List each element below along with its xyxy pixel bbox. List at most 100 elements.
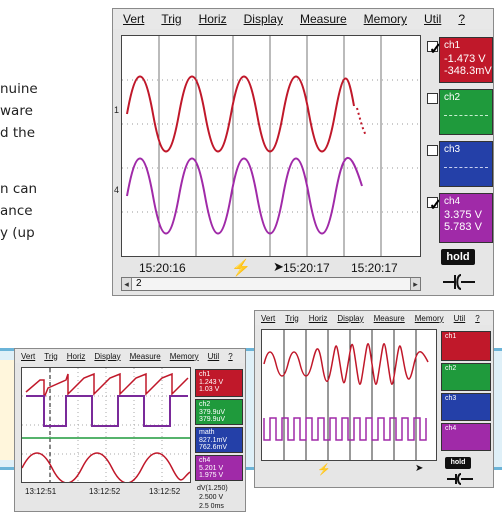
left-math-value-1: 827.1mV bbox=[199, 437, 228, 444]
scroll-right-arrow[interactable]: ▸ bbox=[410, 278, 420, 290]
menu-help[interactable]: ? bbox=[458, 12, 466, 26]
scroll-left-arrow[interactable]: ◂ bbox=[122, 278, 132, 290]
right-hold-button[interactable]: hold bbox=[445, 457, 471, 469]
paragraph-line: d the bbox=[0, 125, 36, 141]
time-scrollbar[interactable]: ◂ 2 ▸ bbox=[121, 277, 421, 291]
menu-util[interactable]: Util bbox=[424, 12, 442, 26]
paragraph-2: n can ance y (up bbox=[0, 178, 37, 244]
left-ch2-panel[interactable]: ch2 379.9uV 379.9uV bbox=[195, 399, 243, 425]
menu-measure[interactable]: Measure bbox=[299, 12, 347, 26]
left-ch4-trace bbox=[26, 395, 188, 427]
left-menu-horiz[interactable]: Horiz bbox=[66, 351, 86, 361]
hold-button[interactable]: hold bbox=[441, 249, 475, 265]
paragraph-line: nuine bbox=[0, 81, 38, 97]
right-ch3-panel[interactable]: ch3 bbox=[441, 393, 491, 421]
ch4-value-2: 5.783 V bbox=[444, 221, 482, 233]
left-math-panel[interactable]: math 827.1mV 762.6mV bbox=[195, 427, 243, 453]
main-waveform-plot[interactable] bbox=[121, 35, 421, 257]
left-bottom-value-1: dV(1.250) bbox=[197, 485, 228, 492]
right-menu-trig[interactable]: Trig bbox=[285, 313, 299, 323]
left-bottom-value-3: 2.5 0ms bbox=[199, 503, 224, 510]
left-ch1-value-1: 1.243 V bbox=[199, 379, 224, 386]
left-menu-measure[interactable]: Measure bbox=[129, 351, 161, 361]
left-timestamp-1: 13:12:51 bbox=[25, 487, 57, 496]
left-ch4-label: ch4 bbox=[199, 457, 211, 464]
main-oscilloscope-window: Vert Trig Horiz Display Measure Memory U… bbox=[112, 8, 494, 296]
ch1-trace bbox=[126, 75, 355, 153]
left-menubar: Vert Trig Horiz Display Measure Memory U… bbox=[15, 349, 245, 363]
left-waveform-svg bbox=[22, 368, 190, 482]
left-menu-memory[interactable]: Memory bbox=[169, 351, 199, 361]
ch1-level-marker: 1 bbox=[114, 105, 120, 115]
left-ch2-label: ch2 bbox=[199, 401, 211, 408]
right-ch3-label: ch3 bbox=[445, 395, 457, 402]
ch1-checkbox[interactable] bbox=[427, 39, 442, 59]
left-menu-util[interactable]: Util bbox=[207, 351, 220, 361]
ch3-panel[interactable]: ch3 bbox=[439, 141, 493, 187]
ch1-panel[interactable]: ch1 -1.473 V -348.3mV bbox=[439, 37, 493, 83]
ch4-value-1: 3.375 V bbox=[444, 209, 482, 221]
left-timestamp-3: 13:12:52 bbox=[149, 487, 181, 496]
left-ch1-panel[interactable]: ch1 1.243 V 1.03 V bbox=[195, 369, 243, 397]
main-menubar: Vert Trig Horiz Display Measure Memory U… bbox=[113, 9, 493, 29]
left-ch4-value-2: 1.975 V bbox=[199, 472, 224, 479]
left-timestamp-2: 13:12:52 bbox=[89, 487, 121, 496]
grid-dots bbox=[122, 79, 420, 213]
right-menubar: Vert Trig Horiz Display Measure Memory U… bbox=[255, 311, 493, 325]
right-menu-help[interactable]: ? bbox=[475, 313, 480, 323]
ch3-checkbox[interactable] bbox=[427, 145, 438, 156]
left-ch2-value-2: 379.9uV bbox=[199, 416, 226, 423]
right-waveform-plot[interactable] bbox=[261, 329, 437, 461]
left-ch1-trace bbox=[25, 372, 189, 399]
ch4-checkbox[interactable] bbox=[427, 195, 442, 215]
ch4-level-marker: 4 bbox=[114, 185, 120, 195]
left-ch2-value-1: 379.9uV bbox=[199, 409, 226, 416]
menu-vert[interactable]: Vert bbox=[123, 12, 145, 26]
left-menu-display[interactable]: Display bbox=[94, 351, 121, 361]
left-bottom-value-2: 2.500 V bbox=[199, 494, 224, 501]
menu-horiz[interactable]: Horiz bbox=[198, 12, 227, 26]
left-oscilloscope-window: Vert Trig Horiz Display Measure Memory U… bbox=[14, 348, 246, 512]
left-waveform-plot[interactable] bbox=[21, 367, 191, 483]
left-menu-vert[interactable]: Vert bbox=[21, 351, 36, 361]
right-ch2-label: ch2 bbox=[445, 365, 457, 372]
menu-memory[interactable]: Memory bbox=[363, 12, 407, 26]
right-menu-vert[interactable]: Vert bbox=[261, 313, 276, 323]
menu-trig[interactable]: Trig bbox=[161, 12, 182, 26]
timestamp-left: 15:20:16 bbox=[139, 261, 186, 275]
right-menu-memory[interactable]: Memory bbox=[414, 313, 444, 323]
left-ch4-panel[interactable]: ch4 5.201 V 1.975 V bbox=[195, 455, 243, 481]
paragraph-line: ance bbox=[0, 203, 33, 219]
right-menu-measure[interactable]: Measure bbox=[373, 313, 405, 323]
left-ch4-value-1: 5.201 V bbox=[199, 465, 224, 472]
ch2-checkbox[interactable] bbox=[427, 93, 438, 104]
left-ch1-value-2: 1.03 V bbox=[199, 386, 220, 393]
left-sine-trace bbox=[22, 452, 190, 482]
ch4-panel[interactable]: ch4 3.375 V 5.783 V bbox=[439, 193, 493, 243]
left-menu-trig[interactable]: Trig bbox=[44, 351, 58, 361]
lightning-icon: ⚡ bbox=[231, 260, 251, 277]
right-ch2-panel[interactable]: ch2 bbox=[441, 363, 491, 391]
right-menu-horiz[interactable]: Horiz bbox=[308, 313, 328, 323]
menu-display[interactable]: Display bbox=[243, 12, 283, 26]
right-ch4-panel[interactable]: ch4 bbox=[441, 423, 491, 451]
ch1-trace-tail bbox=[356, 107, 367, 137]
ch1-value-1: -1.473 V bbox=[444, 53, 486, 65]
right-menu-display[interactable]: Display bbox=[337, 313, 364, 323]
right-probe-icon[interactable] bbox=[445, 471, 475, 487]
paragraph-1: nuine ware d the bbox=[0, 78, 38, 144]
right-ch4-trace bbox=[263, 417, 427, 441]
right-ch1-label: ch1 bbox=[445, 333, 457, 340]
left-menu-help[interactable]: ? bbox=[228, 351, 233, 361]
left-math-value-2: 762.6mV bbox=[199, 444, 228, 451]
right-ch4-label: ch4 bbox=[445, 425, 457, 432]
ch1-value-2: -348.3mV bbox=[444, 65, 492, 77]
right-ch1-panel[interactable]: ch1 bbox=[441, 331, 491, 361]
ch2-label: ch2 bbox=[444, 92, 461, 103]
ch3-label: ch3 bbox=[444, 144, 461, 155]
probe-icon[interactable] bbox=[441, 271, 477, 293]
timestamp-middle: 15:20:17 bbox=[283, 261, 330, 275]
ch2-placeholder bbox=[444, 115, 488, 116]
right-menu-util[interactable]: Util bbox=[453, 313, 466, 323]
ch2-panel[interactable]: ch2 bbox=[439, 89, 493, 135]
